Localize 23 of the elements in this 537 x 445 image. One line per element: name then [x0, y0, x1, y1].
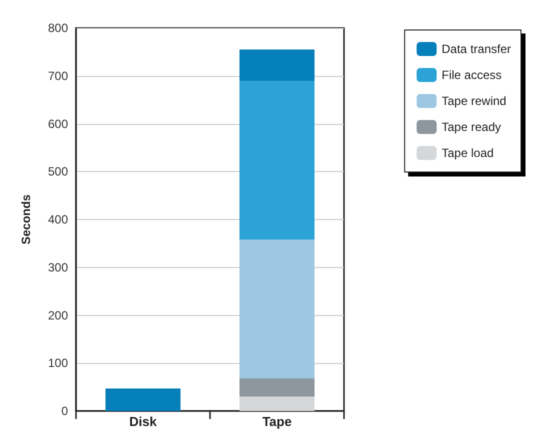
bar [239, 396, 315, 411]
legend-label: Tape rewind [442, 94, 506, 108]
legend-label: Data transfer [442, 42, 512, 56]
y-tick-label: 100 [48, 356, 68, 370]
y-tick-label: 700 [48, 68, 68, 83]
y-tick-label: 300 [48, 260, 68, 274]
bar [105, 388, 181, 411]
legend-label: Tape ready [442, 120, 502, 134]
bar [239, 240, 315, 378]
bar [239, 50, 315, 82]
y-tick-label: 0 [61, 404, 68, 418]
bar [239, 378, 315, 397]
y-tick-label: 800 [48, 21, 68, 35]
legend-label: File access [442, 68, 502, 82]
bar [239, 81, 315, 240]
x-tick-label: Disk [129, 414, 158, 429]
x-tick-label: Tape [262, 414, 292, 429]
y-axis-title: Seconds [19, 194, 33, 245]
legend-label: Tape load [442, 146, 494, 160]
y-tick-label: 200 [48, 308, 68, 322]
y-tick-label: 600 [48, 116, 68, 131]
y-tick-label: 500 [48, 164, 68, 179]
y-tick-label: 400 [48, 212, 68, 226]
